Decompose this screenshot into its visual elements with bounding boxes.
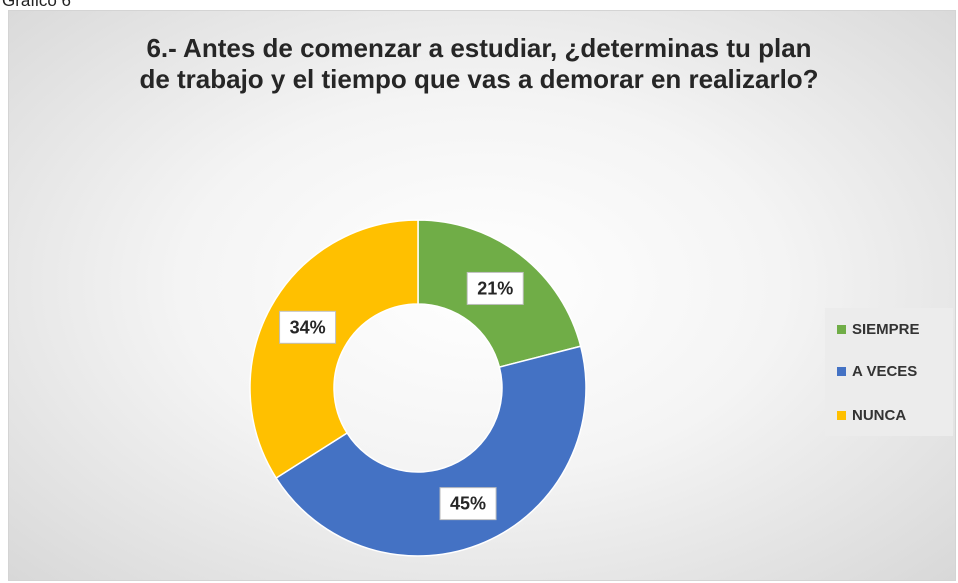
donut-slice-nunca [249,219,419,480]
data-label-text-a-veces: 45% [450,494,486,514]
data-label-box-nunca [279,310,337,344]
data-label-text-siempre: 21% [477,278,513,298]
data-label-siempre: 21% [466,271,524,305]
data-label-nunca: 34% [279,310,337,344]
data-label-box-siempre [466,271,524,305]
legend-label-siempre: SIEMPRE [852,321,920,338]
legend-item-nunca: NUNCA [837,407,906,424]
data-label-text-nunca: 34% [290,317,326,337]
legend-swatch-a-veces [837,367,846,376]
data-label-box-a-veces [439,487,497,521]
chart-title: 6.- Antes de comenzar a estudiar, ¿deter… [139,33,819,94]
chart-area: 6.- Antes de comenzar a estudiar, ¿deter… [8,10,956,581]
donut-slice-a-veces [275,345,587,557]
legend-item-siempre: SIEMPRE [837,321,920,338]
legend-swatch-nunca [837,411,846,420]
legend-item-a-veces: A VECES [837,363,917,380]
legend-swatch-siempre [837,325,846,334]
figure-caption: Grafico 6 [2,0,71,10]
data-label-a-veces: 45% [439,487,497,521]
donut-chart: 21% 45% 34% [249,219,587,557]
chart-legend: SIEMPRE A VECES NUNCA [825,308,953,436]
legend-label-a-veces: A VECES [852,363,918,380]
legend-label-nunca: NUNCA [852,407,907,424]
